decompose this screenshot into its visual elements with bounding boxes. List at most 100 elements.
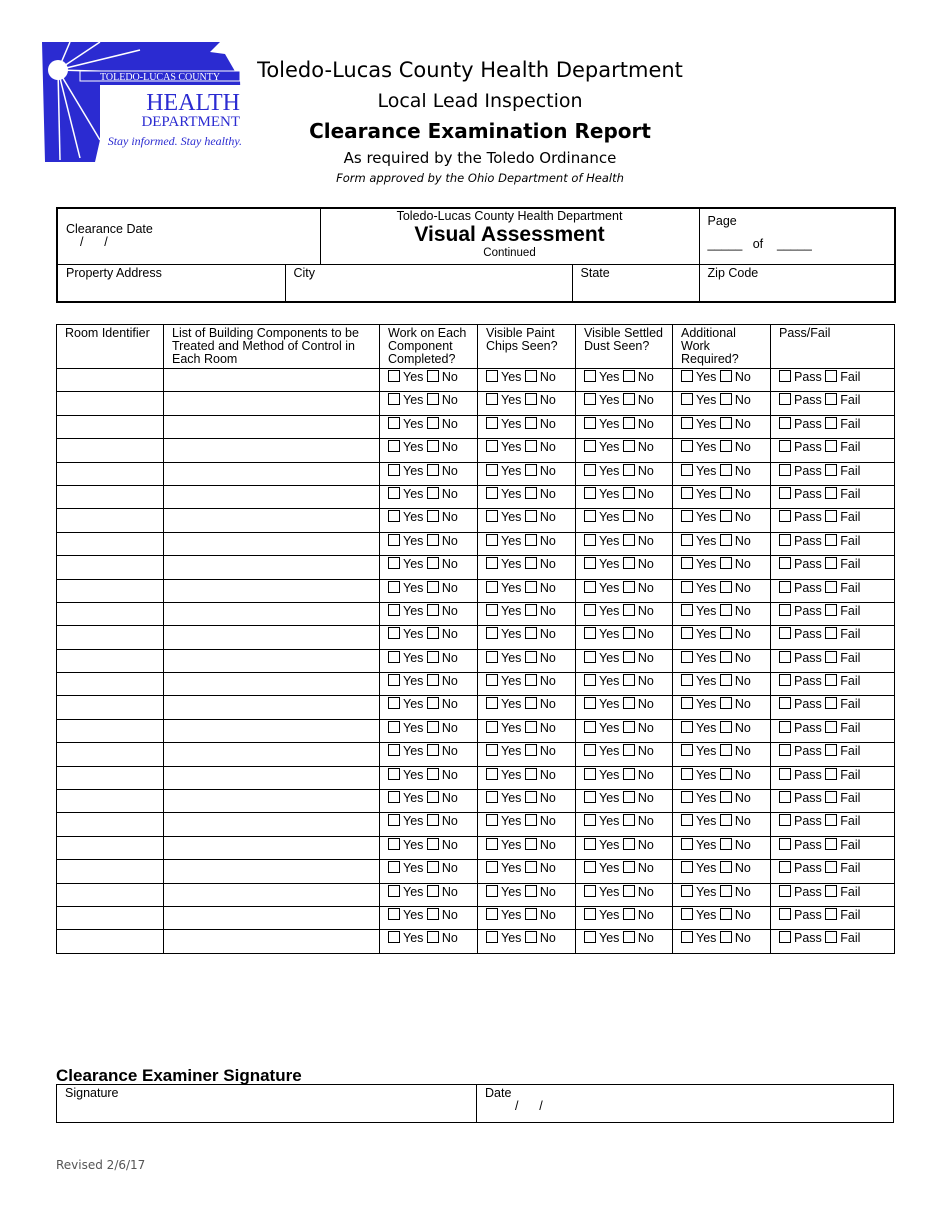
additional-work-no-checkbox[interactable] [719, 650, 732, 663]
paint-chips-no-checkbox[interactable] [524, 557, 537, 570]
signature-date-field[interactable]: Date / / [476, 1084, 894, 1123]
result-pass-checkbox[interactable] [779, 370, 791, 382]
work-completed-no-checkbox[interactable] [426, 510, 439, 523]
paint-chips-yes-checkbox[interactable] [486, 814, 498, 827]
clearance-date-field[interactable]: Clearance Date / / [56, 207, 321, 265]
settled-dust-yes-checkbox[interactable] [584, 791, 596, 804]
paint-chips-no-checkbox[interactable] [524, 370, 537, 382]
paint-chips-no-checkbox[interactable] [524, 627, 537, 640]
result-fail-checkbox[interactable] [825, 720, 838, 733]
paint-chips-yes-checkbox[interactable] [486, 533, 498, 546]
work-completed-yes-checkbox[interactable] [388, 416, 400, 429]
result-fail-checkbox[interactable] [825, 557, 838, 570]
result-fail-checkbox[interactable] [825, 744, 838, 757]
settled-dust-no-checkbox[interactable] [622, 837, 635, 850]
result-pass-checkbox[interactable] [779, 510, 791, 523]
work-completed-yes-checkbox[interactable] [388, 767, 400, 780]
additional-work-yes-checkbox[interactable] [681, 557, 693, 570]
settled-dust-yes-checkbox[interactable] [584, 603, 596, 616]
components-cell[interactable] [163, 461, 380, 486]
room-identifier-cell[interactable] [56, 555, 164, 580]
work-completed-yes-checkbox[interactable] [388, 370, 400, 382]
work-completed-yes-checkbox[interactable] [388, 393, 400, 406]
components-cell[interactable] [163, 718, 380, 744]
result-pass-checkbox[interactable] [779, 884, 791, 897]
room-identifier-cell[interactable] [56, 765, 164, 791]
paint-chips-no-checkbox[interactable] [524, 603, 537, 616]
components-cell[interactable] [163, 672, 380, 697]
work-completed-no-checkbox[interactable] [426, 837, 439, 850]
work-completed-yes-checkbox[interactable] [388, 720, 400, 733]
additional-work-yes-checkbox[interactable] [681, 674, 693, 687]
additional-work-no-checkbox[interactable] [719, 510, 732, 523]
result-pass-checkbox[interactable] [779, 744, 791, 757]
work-completed-no-checkbox[interactable] [426, 416, 439, 429]
work-completed-yes-checkbox[interactable] [388, 486, 400, 499]
result-fail-checkbox[interactable] [825, 440, 838, 453]
room-identifier-cell[interactable] [56, 391, 164, 416]
settled-dust-no-checkbox[interactable] [622, 557, 635, 570]
work-completed-yes-checkbox[interactable] [388, 463, 400, 476]
work-completed-yes-checkbox[interactable] [388, 533, 400, 546]
components-cell[interactable] [163, 438, 380, 463]
work-completed-yes-checkbox[interactable] [388, 884, 400, 897]
additional-work-no-checkbox[interactable] [719, 907, 732, 920]
additional-work-yes-checkbox[interactable] [681, 744, 693, 757]
components-cell[interactable] [163, 859, 380, 884]
work-completed-yes-checkbox[interactable] [388, 814, 400, 827]
room-identifier-cell[interactable] [56, 859, 164, 884]
result-fail-checkbox[interactable] [825, 370, 838, 382]
settled-dust-no-checkbox[interactable] [622, 767, 635, 780]
components-cell[interactable] [163, 531, 380, 557]
room-identifier-cell[interactable] [56, 625, 164, 650]
room-identifier-cell[interactable] [56, 929, 164, 954]
work-completed-yes-checkbox[interactable] [388, 440, 400, 453]
components-cell[interactable] [163, 905, 380, 931]
paint-chips-yes-checkbox[interactable] [486, 603, 498, 616]
result-pass-checkbox[interactable] [779, 486, 791, 499]
paint-chips-no-checkbox[interactable] [524, 486, 537, 499]
paint-chips-no-checkbox[interactable] [524, 907, 537, 920]
room-identifier-cell[interactable] [56, 531, 164, 557]
settled-dust-no-checkbox[interactable] [622, 627, 635, 640]
paint-chips-yes-checkbox[interactable] [486, 486, 498, 499]
paint-chips-yes-checkbox[interactable] [486, 370, 498, 382]
settled-dust-no-checkbox[interactable] [622, 486, 635, 499]
additional-work-yes-checkbox[interactable] [681, 370, 693, 382]
work-completed-yes-checkbox[interactable] [388, 907, 400, 920]
paint-chips-yes-checkbox[interactable] [486, 510, 498, 523]
additional-work-no-checkbox[interactable] [719, 837, 732, 850]
result-fail-checkbox[interactable] [825, 907, 838, 920]
result-fail-checkbox[interactable] [825, 814, 838, 827]
result-fail-checkbox[interactable] [825, 837, 838, 850]
room-identifier-cell[interactable] [56, 648, 164, 674]
paint-chips-yes-checkbox[interactable] [486, 580, 498, 593]
settled-dust-no-checkbox[interactable] [622, 533, 635, 546]
settled-dust-yes-checkbox[interactable] [584, 884, 596, 897]
result-fail-checkbox[interactable] [825, 861, 838, 874]
settled-dust-no-checkbox[interactable] [622, 907, 635, 920]
result-pass-checkbox[interactable] [779, 861, 791, 874]
paint-chips-yes-checkbox[interactable] [486, 861, 498, 874]
result-fail-checkbox[interactable] [825, 393, 838, 406]
work-completed-no-checkbox[interactable] [426, 674, 439, 687]
work-completed-no-checkbox[interactable] [426, 720, 439, 733]
settled-dust-yes-checkbox[interactable] [584, 744, 596, 757]
paint-chips-yes-checkbox[interactable] [486, 907, 498, 920]
result-fail-checkbox[interactable] [825, 674, 838, 687]
result-pass-checkbox[interactable] [779, 627, 791, 640]
room-identifier-cell[interactable] [56, 789, 164, 814]
work-completed-no-checkbox[interactable] [426, 814, 439, 827]
settled-dust-yes-checkbox[interactable] [584, 767, 596, 780]
paint-chips-yes-checkbox[interactable] [486, 463, 498, 476]
additional-work-no-checkbox[interactable] [719, 861, 732, 874]
result-fail-checkbox[interactable] [825, 603, 838, 616]
result-pass-checkbox[interactable] [779, 603, 791, 616]
paint-chips-yes-checkbox[interactable] [486, 440, 498, 453]
settled-dust-yes-checkbox[interactable] [584, 814, 596, 827]
work-completed-no-checkbox[interactable] [426, 557, 439, 570]
page-field[interactable]: Page _____ of _____ [698, 207, 896, 265]
additional-work-no-checkbox[interactable] [719, 674, 732, 687]
property-address-field[interactable]: Property Address [56, 263, 286, 303]
work-completed-yes-checkbox[interactable] [388, 627, 400, 640]
